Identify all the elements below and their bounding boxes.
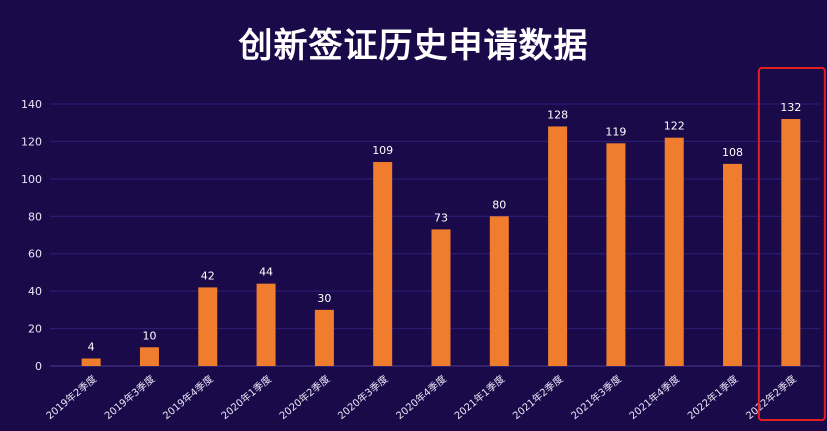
data-label: 10 xyxy=(142,329,156,342)
x-category-label: 2020年2季度 xyxy=(277,372,333,422)
data-label: 128 xyxy=(547,108,568,121)
x-category-label: 2019年4季度 xyxy=(160,372,216,422)
data-label: 44 xyxy=(259,266,273,279)
data-label: 4 xyxy=(88,341,95,354)
bar xyxy=(606,143,626,366)
bar xyxy=(781,118,801,366)
bar xyxy=(548,126,568,366)
x-category-label: 2019年3季度 xyxy=(102,372,158,422)
x-category-label: 2019年2季度 xyxy=(43,372,99,422)
data-label: 42 xyxy=(201,269,215,282)
y-tick-label: 140 xyxy=(21,98,42,111)
y-tick-label: 60 xyxy=(28,248,42,261)
bar xyxy=(198,287,218,366)
x-category-label: 2021年1季度 xyxy=(452,372,508,422)
bar xyxy=(723,163,743,366)
data-label: 109 xyxy=(372,144,393,157)
bar xyxy=(431,229,451,366)
x-category-label: 2021年2季度 xyxy=(510,372,566,422)
y-tick-label: 120 xyxy=(21,135,42,148)
bar xyxy=(664,137,684,366)
x-category-label: 2021年3季度 xyxy=(568,372,624,422)
data-label: 30 xyxy=(317,292,331,305)
data-label: 132 xyxy=(780,101,801,114)
highlight-box xyxy=(757,67,826,421)
y-tick-label: 20 xyxy=(28,323,42,336)
x-category-label: 2020年1季度 xyxy=(218,372,274,422)
y-tick-label: 40 xyxy=(28,285,42,298)
bar xyxy=(489,216,509,366)
data-label: 122 xyxy=(664,120,685,133)
y-tick-label: 0 xyxy=(35,360,42,373)
bar xyxy=(373,162,393,366)
x-category-label: 2022年1季度 xyxy=(685,372,741,422)
y-tick-label: 80 xyxy=(28,210,42,223)
data-label: 119 xyxy=(605,125,626,138)
data-label: 80 xyxy=(492,198,506,211)
bar xyxy=(256,283,276,366)
bar xyxy=(81,358,101,366)
y-tick-label: 100 xyxy=(21,173,42,186)
data-label: 108 xyxy=(722,146,743,159)
x-category-label: 2020年3季度 xyxy=(335,372,391,422)
x-category-label: 2021年4季度 xyxy=(626,372,682,422)
chart-title: 创新签证历史申请数据 xyxy=(238,26,589,66)
bar xyxy=(314,309,334,366)
bar xyxy=(139,347,159,366)
x-category-label: 2022年2季度 xyxy=(743,372,799,422)
x-category-label: 2020年4季度 xyxy=(393,372,449,422)
data-label: 73 xyxy=(434,211,448,224)
